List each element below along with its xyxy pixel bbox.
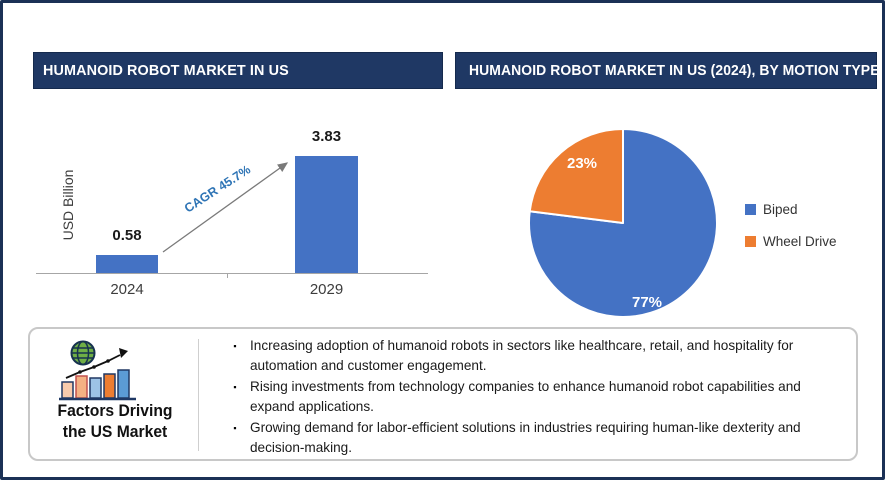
factors-heading: Factors Driving the US Market	[39, 401, 191, 443]
factors-heading-line1: Factors Driving	[57, 402, 173, 420]
bar-2029	[295, 156, 358, 273]
bullet-item: ▪ Rising investments from technology com…	[220, 377, 848, 418]
cagr-annotation: CAGR 45.7%	[181, 162, 254, 216]
bar-value-label-2029: 3.83	[311, 128, 342, 145]
bullet-text: Rising investments from technology compa…	[250, 378, 801, 415]
bullet-item: ▪ Growing demand for labor-efficient sol…	[220, 418, 848, 459]
pie-chart-title-bar: HUMANOID ROBOT MARKET IN US (2024), BY M…	[455, 52, 880, 89]
legend-item-wheel-drive: Wheel Drive	[745, 234, 837, 249]
bar-chart-title-bar: HUMANOID ROBOT MARKET IN US	[33, 52, 443, 89]
vertical-divider	[198, 339, 199, 451]
legend-swatch-wheel-drive-icon	[745, 236, 756, 247]
pie-slice-wheel-drive	[528, 128, 624, 224]
legend-item-biped: Biped	[745, 202, 798, 217]
x-axis-tick	[227, 274, 228, 278]
bar-chart-title: HUMANOID ROBOT MARKET IN US	[43, 62, 289, 79]
bar-value-label-2024: 0.58	[112, 227, 142, 244]
factors-bullet-list: ▪ Increasing adoption of humanoid robots…	[220, 336, 848, 458]
factors-box: Factors Driving the US Market ▪ Increasi…	[28, 327, 858, 461]
x-tick-label-2029: 2029	[309, 281, 344, 298]
y-axis-label: USD Billion	[60, 169, 76, 241]
growth-chart-globe-icon	[59, 340, 136, 401]
bullet-square-icon: ▪	[233, 422, 237, 433]
pie-chart: 23% 77%	[528, 128, 718, 318]
pie-slice-label-wheel-drive: 23%	[567, 155, 597, 172]
legend-label-wheel-drive: Wheel Drive	[763, 234, 837, 249]
bullet-text: Increasing adoption of humanoid robots i…	[250, 338, 794, 374]
x-axis-line	[36, 273, 428, 274]
pie-chart-title: HUMANOID ROBOT MARKET IN US (2024), BY M…	[469, 62, 880, 79]
legend-label-biped: Biped	[763, 202, 798, 217]
bullet-item: ▪ Increasing adoption of humanoid robots…	[220, 336, 848, 377]
bullet-square-icon: ▪	[233, 341, 237, 351]
pie-slice-label-biped: 77%	[632, 294, 662, 311]
bullet-square-icon: ▪	[233, 381, 237, 392]
legend-swatch-biped-icon	[745, 204, 756, 215]
factors-heading-line2: the US Market	[62, 423, 168, 441]
bar-2024	[96, 255, 158, 273]
bullet-text: Growing demand for labor-efficient solut…	[250, 419, 801, 456]
x-tick-label-2024: 2024	[110, 281, 144, 298]
